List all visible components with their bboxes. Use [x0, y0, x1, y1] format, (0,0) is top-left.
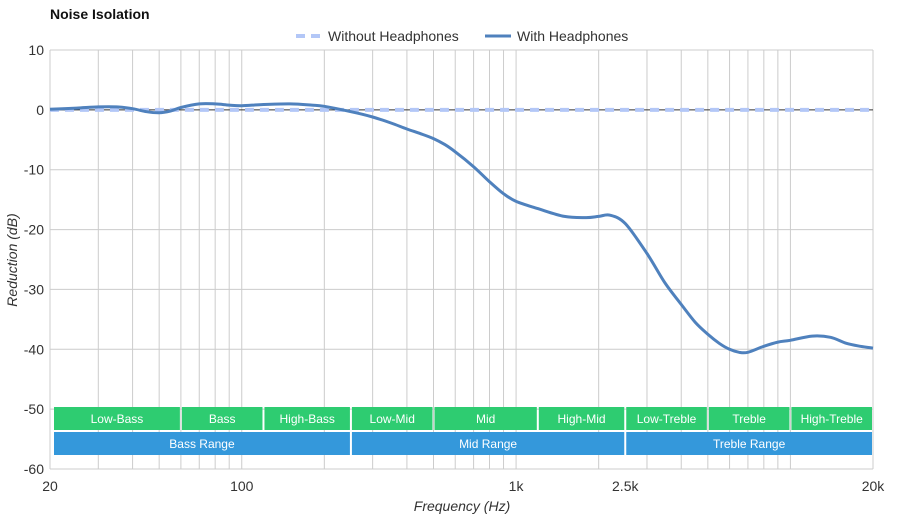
y-tick-label: 10	[28, 42, 44, 58]
band-bass-range	[54, 432, 350, 455]
band-treble-range	[626, 432, 872, 455]
legend-without-headphones-label: Without Headphones	[328, 28, 459, 44]
band-high-treble-label: High-Treble	[801, 412, 864, 426]
y-tick-label: -10	[24, 162, 44, 178]
band-bass	[181, 407, 263, 430]
y-tick-label: -50	[24, 401, 44, 417]
band-mid-range	[351, 432, 625, 455]
y-axis-ticks: 10 0 -10 -20 -30 -40 -50 -60	[24, 42, 44, 477]
series-lines	[49, 102, 874, 355]
band-mid-label: Mid	[476, 412, 495, 426]
frequency-bands: Low-Bass Bass High-Bass Low-Mid Mid High-Mid L…	[54, 407, 872, 455]
band-treble-label: Treble	[732, 412, 766, 426]
chart-title: Noise Isolation	[50, 6, 150, 22]
series-with-headphones	[49, 102, 874, 355]
band-treble	[708, 407, 790, 430]
band-high-mid-label: High-Mid	[558, 412, 606, 426]
y-tick-label: -40	[24, 341, 44, 357]
band-low-treble-label: Low-Treble	[637, 412, 697, 426]
x-tick-label: 20	[42, 478, 58, 494]
band-bass-label: Bass	[209, 412, 236, 426]
band-mid-range-label: Mid Range	[459, 437, 517, 451]
y-tick-label: -30	[24, 281, 44, 297]
band-low-mid-label: Low-Mid	[370, 412, 415, 426]
x-axis-ticks: 20 100 1k 2.5k 20k	[42, 478, 885, 494]
band-treble-range-label: Treble Range	[713, 437, 786, 451]
band-low-bass	[54, 407, 180, 430]
x-tick-label: 2.5k	[612, 478, 639, 494]
band-bass-range-label: Bass Range	[169, 437, 235, 451]
y-axis-label: Reduction (dB)	[4, 213, 20, 306]
band-low-treble	[626, 407, 707, 430]
y-tick-label: 0	[36, 102, 44, 118]
grid	[49, 49, 874, 470]
x-tick-label: 1k	[509, 478, 525, 494]
legend-with-headphones-label: With Headphones	[517, 28, 628, 44]
x-axis-label: Frequency (Hz)	[414, 498, 510, 514]
band-high-mid	[538, 407, 625, 430]
x-tick-label: 100	[230, 478, 254, 494]
y-tick-label: -20	[24, 222, 44, 238]
y-tick-label: -60	[24, 461, 44, 477]
band-high-bass-label: High-Bass	[280, 412, 335, 426]
band-mid	[434, 407, 537, 430]
band-high-treble	[791, 407, 872, 430]
legend: Without Headphones With Headphones	[296, 28, 628, 44]
band-low-mid	[351, 407, 433, 430]
band-low-bass-label: Low-Bass	[91, 412, 144, 426]
band-high-bass	[264, 407, 350, 430]
x-tick-label: 20k	[862, 478, 886, 494]
